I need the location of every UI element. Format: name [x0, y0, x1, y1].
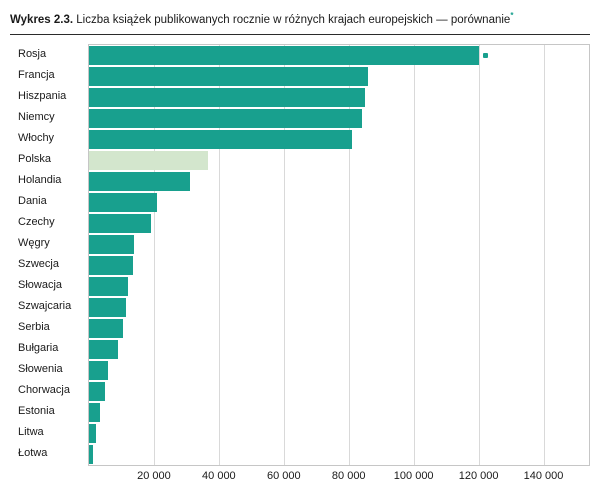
- gridline: [413, 44, 415, 465]
- bar: [89, 297, 127, 317]
- footnote-marker: *: [510, 11, 514, 20]
- bar: [89, 276, 128, 296]
- bar: [89, 171, 190, 191]
- x-tick-label: 80 000: [331, 469, 366, 482]
- gridline: [478, 44, 480, 465]
- bar-highlighted: [89, 150, 208, 170]
- chart-title-text: Liczba książek publikowanych rocznie w r…: [73, 13, 511, 26]
- x-tick-label: 60 000: [266, 469, 301, 482]
- chart-row: [89, 318, 589, 339]
- plot-area: [88, 43, 590, 466]
- category-label: Hiszpania: [18, 89, 67, 102]
- category-label: Węgry: [18, 236, 50, 249]
- title-rule: [10, 33, 590, 35]
- chart-row: [89, 45, 589, 66]
- chart-row: [89, 444, 589, 465]
- gridline: [543, 44, 545, 465]
- x-tick-label: 140 000: [523, 469, 564, 482]
- category-label: Włochy: [18, 131, 55, 144]
- chart-row: [89, 234, 589, 255]
- category-label: Francja: [18, 68, 55, 81]
- chart-title: Wykres 2.3. Liczba książek publikowanych…: [10, 8, 590, 28]
- category-label: Łotwa: [18, 446, 48, 459]
- category-label: Holandia: [18, 173, 62, 186]
- category-label: Serbia: [18, 320, 50, 333]
- bar: [89, 129, 352, 149]
- chart-title-number: Wykres 2.3.: [10, 13, 74, 26]
- bar: [89, 402, 101, 422]
- x-axis: 20 000 40 000 60 000 80 000 100 000 120 000 14…: [10, 466, 590, 484]
- chart-row: [89, 192, 589, 213]
- chart-row: [89, 276, 589, 297]
- bar: [89, 234, 135, 254]
- category-label: Litwa: [18, 425, 44, 438]
- category-labels-column: Rosja Francja Hiszpania Niemcy Włochy Polska H…: [10, 44, 88, 466]
- chart-row: [89, 339, 589, 360]
- x-tick-label: 20 000: [137, 469, 171, 482]
- gridline: [218, 44, 220, 465]
- chart-row: [89, 402, 589, 423]
- chart-row: [89, 150, 589, 171]
- footnote-marker-dot: [482, 52, 488, 58]
- bar: [89, 423, 97, 443]
- gridline: [348, 44, 350, 465]
- category-label: Szwajcaria: [18, 299, 72, 312]
- bar: [89, 45, 479, 65]
- bar: [89, 381, 106, 401]
- category-label: Rosja: [18, 47, 47, 60]
- category-label: Słowacja: [18, 278, 63, 291]
- gridline: [153, 44, 155, 465]
- category-label: Szwecja: [18, 257, 59, 270]
- x-axis-spacer: [10, 466, 88, 484]
- bar: [89, 108, 362, 128]
- bar: [89, 213, 151, 233]
- category-label: Bułgaria: [18, 341, 59, 354]
- category-label: Czechy: [18, 215, 55, 228]
- chart-row: [89, 66, 589, 87]
- chart-row: [89, 381, 589, 402]
- chart-row: [89, 297, 589, 318]
- bar: [89, 255, 133, 275]
- bar: [89, 87, 365, 107]
- gridline: [283, 44, 285, 465]
- category-label: Słowenia: [18, 362, 63, 375]
- x-tick-label: 100 000: [393, 469, 434, 482]
- chart-row: [89, 423, 589, 444]
- chart-row: [89, 87, 589, 108]
- category-label: Polska: [18, 152, 52, 165]
- bar: [89, 318, 124, 338]
- category-label: Estonia: [18, 404, 55, 417]
- chart-row: [89, 129, 589, 150]
- bar: [89, 66, 369, 86]
- chart-row: [89, 213, 589, 234]
- bar: [89, 444, 93, 464]
- category-label: Niemcy: [18, 110, 55, 123]
- bar-chart: Rosja Francja Hiszpania Niemcy Włochy Polska H…: [10, 43, 590, 466]
- bar: [89, 360, 109, 380]
- chart-row: [89, 108, 589, 129]
- chart-row: [89, 171, 589, 192]
- bar: [89, 339, 119, 359]
- chart-row: [89, 360, 589, 381]
- x-tick-label: 40 000: [202, 469, 236, 482]
- category-label: Chorwacja: [18, 383, 70, 396]
- x-tick-label: 120 000: [458, 469, 499, 482]
- bar: [89, 192, 158, 212]
- category-label: Dania: [18, 194, 47, 207]
- chart-row: [89, 255, 589, 276]
- x-axis-labels: 20 000 40 000 60 000 80 000 100 000 120 000 14…: [89, 466, 589, 484]
